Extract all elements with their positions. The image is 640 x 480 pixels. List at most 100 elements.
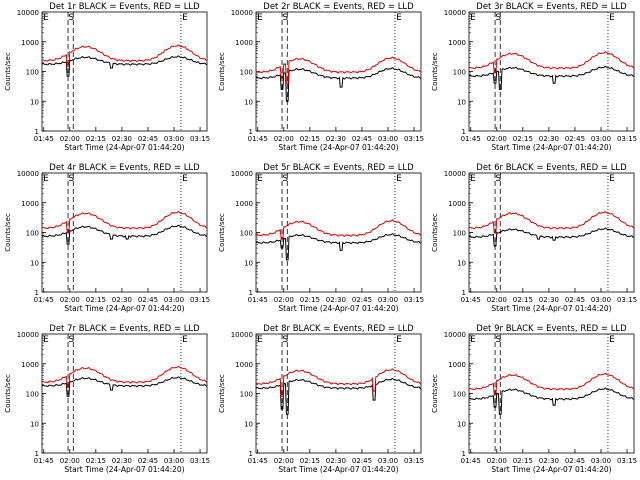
series-line-events: [41, 376, 208, 397]
y-axis-label: Counts/sec: [218, 374, 226, 413]
x-tick-label: 02:45: [565, 135, 585, 143]
y-axis-label: Counts/sec: [218, 213, 226, 252]
end-marker-label: E: [182, 174, 188, 184]
x-tick-label: 01:45: [248, 296, 268, 304]
x-tick-label: 02:30: [112, 457, 132, 465]
panel-det-3: Det 3r BLACK = Events, RED = LLD 1 10 100 10…: [431, 2, 637, 152]
y-tick-label: 10: [244, 98, 253, 106]
x-tick-label: 02:15: [300, 135, 320, 143]
y-tick-label: 10: [30, 98, 39, 106]
y-axis-label: Counts/sec: [4, 374, 12, 413]
y-tick-label: 10: [457, 98, 466, 106]
panel-det-4: Det 4r BLACK = Events, RED = LLD 1 10 100 10…: [4, 163, 210, 313]
end-marker-label: E: [396, 13, 402, 23]
y-tick-label: 10000: [231, 331, 253, 339]
x-tick-label: 02:00: [274, 296, 294, 304]
x-tick-label: 02:00: [487, 135, 507, 143]
end-marker-label: E: [609, 13, 615, 23]
x-tick-label: 02:00: [274, 457, 294, 465]
end-marker-label-left: E: [470, 335, 476, 345]
x-tick-label: 02:15: [86, 457, 106, 465]
y-tick-label: 1000: [448, 200, 466, 208]
y-tick-label: 10: [30, 420, 39, 428]
x-tick-label: 02:00: [60, 457, 80, 465]
panel-det-6: Det 6r BLACK = Events, RED = LLD 1 10 100 10…: [431, 163, 637, 313]
x-tick-label: 03:00: [164, 135, 184, 143]
y-tick-label: 1000: [235, 39, 253, 47]
start-marker-label: S: [68, 174, 74, 184]
x-tick-label: 03:15: [404, 457, 424, 465]
x-tick-label: 02:45: [565, 296, 585, 304]
y-tick-label: 10000: [444, 9, 466, 17]
x-tick-label: 01:45: [248, 135, 268, 143]
x-tick-label: 02:30: [539, 135, 559, 143]
start-marker-label: S: [495, 335, 501, 345]
x-tick-label: 01:45: [34, 457, 54, 465]
y-tick-label: 100: [240, 230, 253, 238]
panel-title: Det 2r BLACK = Events, RED = LLD: [263, 2, 414, 12]
end-marker-label-left: E: [257, 13, 263, 23]
x-tick-label: 02:15: [513, 135, 533, 143]
x-axis-label: Start Time (24-Apr-07 01:44:20): [491, 143, 611, 152]
end-marker-label-left: E: [43, 174, 49, 184]
y-tick-label: 1: [35, 289, 39, 297]
x-tick-label: 01:45: [34, 135, 54, 143]
y-tick-label: 1000: [21, 361, 39, 369]
y-tick-label: 10000: [444, 331, 466, 339]
y-axis-label: Counts/sec: [431, 213, 439, 252]
y-tick-label: 10: [457, 259, 466, 267]
series-line-events: [468, 65, 635, 90]
y-tick-label: 10: [244, 420, 253, 428]
end-marker-label-left: E: [257, 335, 263, 345]
panel-title: Det 5r BLACK = Events, RED = LLD: [263, 163, 414, 173]
x-tick-label: 01:45: [248, 457, 268, 465]
y-tick-label: 100: [26, 69, 39, 77]
y-tick-label: 1: [462, 289, 466, 297]
y-tick-label: 1000: [21, 200, 39, 208]
x-tick-label: 02:30: [326, 457, 346, 465]
panel-title: Det 7r BLACK = Events, RED = LLD: [49, 324, 200, 334]
series-line-events: [41, 55, 208, 77]
y-tick-label: 100: [26, 391, 39, 399]
x-tick-label: 02:30: [112, 135, 132, 143]
x-tick-label: 02:30: [112, 296, 132, 304]
x-tick-label: 03:15: [190, 457, 210, 465]
x-tick-label: 03:00: [164, 296, 184, 304]
end-marker-label: E: [396, 174, 402, 184]
end-marker-label: E: [396, 335, 402, 345]
panel-det-5: Det 5r BLACK = Events, RED = LLD 1 10 100 10…: [218, 163, 424, 313]
x-tick-label: 03:00: [378, 296, 398, 304]
x-tick-label: 02:45: [138, 135, 158, 143]
panel-title: Det 1r BLACK = Events, RED = LLD: [49, 2, 200, 12]
y-tick-label: 1: [35, 128, 39, 136]
x-tick-label: 02:45: [138, 296, 158, 304]
end-marker-label-left: E: [43, 13, 49, 23]
start-marker-label: S: [495, 13, 501, 23]
end-marker-label: E: [609, 174, 615, 184]
x-tick-label: 02:45: [352, 457, 372, 465]
series-line-lld: [468, 372, 635, 396]
x-tick-label: 02:15: [86, 296, 106, 304]
y-tick-label: 1: [249, 450, 253, 458]
panel-det-2: Det 2r BLACK = Events, RED = LLD 1 10 100 10…: [218, 2, 424, 152]
y-tick-label: 100: [453, 230, 466, 238]
start-marker-label: S: [282, 335, 288, 345]
x-tick-label: 02:00: [60, 135, 80, 143]
series-line-lld: [41, 44, 208, 67]
x-tick-label: 02:45: [352, 135, 372, 143]
y-tick-label: 10: [30, 259, 39, 267]
y-tick-label: 100: [453, 69, 466, 77]
y-tick-label: 10000: [231, 9, 253, 17]
y-axis-label: Counts/sec: [4, 213, 12, 252]
x-tick-label: 03:00: [591, 135, 611, 143]
y-tick-label: 100: [240, 391, 253, 399]
y-tick-label: 10000: [231, 170, 253, 178]
x-axis-label: Start Time (24-Apr-07 01:44:20): [278, 143, 398, 152]
y-tick-label: 1000: [448, 361, 466, 369]
x-tick-label: 03:15: [617, 135, 637, 143]
series-line-events: [468, 227, 635, 247]
y-tick-label: 1000: [235, 200, 253, 208]
y-tick-label: 1: [249, 289, 253, 297]
y-tick-label: 10000: [17, 9, 39, 17]
